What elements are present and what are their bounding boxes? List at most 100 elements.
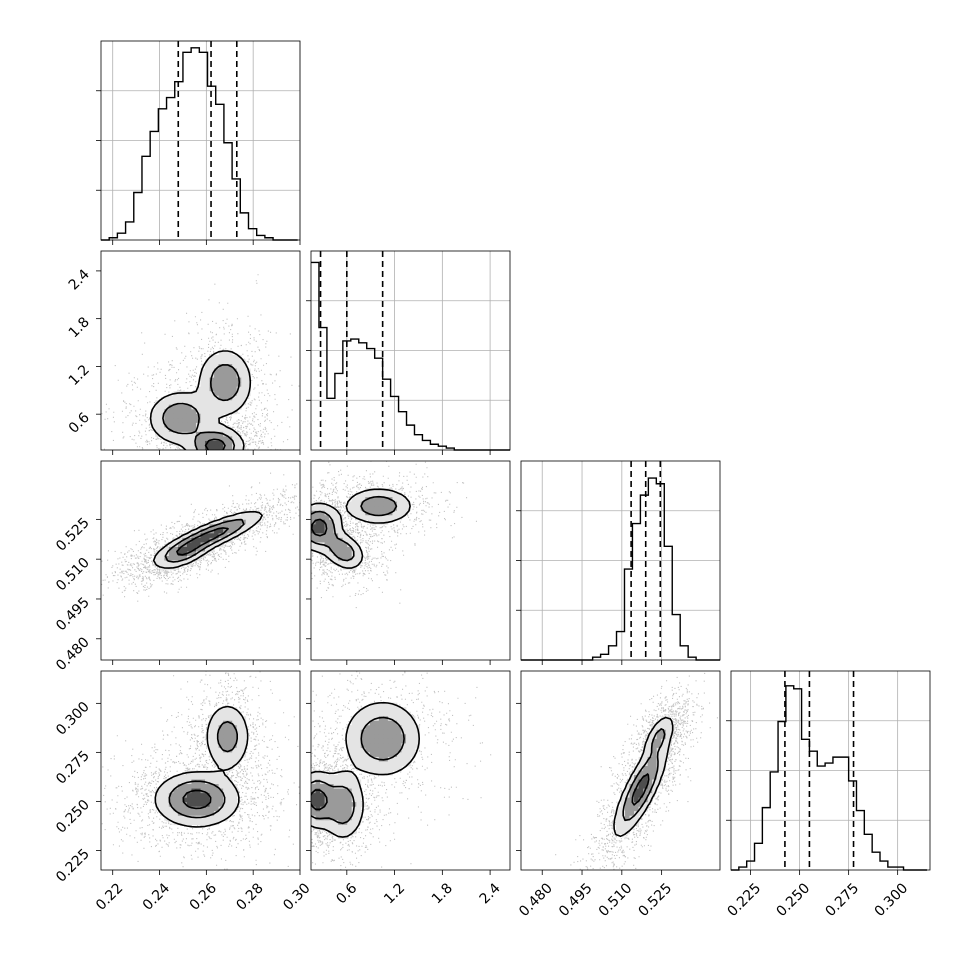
density-cell <box>236 359 242 365</box>
panel-frame <box>310 670 511 871</box>
density-cell <box>356 734 362 740</box>
density-cell <box>311 811 316 817</box>
density-cell <box>227 806 233 812</box>
density-cell <box>155 555 161 561</box>
density-cell <box>218 761 224 767</box>
density-cell <box>351 555 357 561</box>
density-cell <box>150 418 156 424</box>
density-cell <box>173 788 179 794</box>
density-cell <box>214 519 219 525</box>
density-cell <box>369 729 375 735</box>
density-cell <box>168 400 174 406</box>
density-cell <box>365 716 371 722</box>
density-cell <box>374 501 380 507</box>
density-cell <box>338 793 344 799</box>
density-cell <box>205 395 210 401</box>
x-tick-label: 0.6 <box>333 880 360 907</box>
density-cell <box>378 738 384 744</box>
density-cell <box>360 720 366 726</box>
density-cell <box>164 436 170 442</box>
density-cell <box>186 537 192 543</box>
density-cell <box>360 501 366 507</box>
density-cell <box>209 409 215 415</box>
density-cell <box>401 756 407 762</box>
density-cell <box>236 440 242 446</box>
scatter-points <box>311 461 477 609</box>
density-cell <box>378 488 384 494</box>
density-cell <box>182 436 188 442</box>
density-cell <box>186 797 192 803</box>
density-cell <box>195 542 201 548</box>
density-cell <box>311 802 316 808</box>
density-cell <box>365 729 371 735</box>
panel-3-0 <box>96 670 301 875</box>
density-cell <box>369 761 375 767</box>
density-cell <box>356 747 362 753</box>
density-cell <box>195 427 201 433</box>
density-cell <box>168 793 174 799</box>
y-tick-label: 0.225 <box>53 846 93 886</box>
contour-line <box>631 773 650 806</box>
density-cell <box>214 747 219 753</box>
density-cell <box>164 811 170 817</box>
density-cell <box>236 729 242 735</box>
density-cell <box>177 788 183 794</box>
density-cell <box>245 515 251 521</box>
density-cell <box>392 711 398 717</box>
density-cell <box>200 551 206 557</box>
density-cell <box>415 729 420 735</box>
contour-line <box>182 789 212 810</box>
density-cell <box>369 501 375 507</box>
density-cell <box>378 702 384 708</box>
density-cell <box>315 788 321 794</box>
density-cell <box>159 793 165 799</box>
density-cell <box>214 752 219 758</box>
density-cell <box>214 542 219 548</box>
density-cell <box>182 440 188 446</box>
density-cell <box>241 395 247 401</box>
density-cell <box>209 747 215 753</box>
density-cell <box>347 555 353 561</box>
density-cell <box>647 734 653 740</box>
density-cell <box>392 747 398 753</box>
density-cell <box>342 542 348 548</box>
density-cell <box>311 506 316 512</box>
density-cell <box>227 350 233 356</box>
density-cell <box>329 537 335 543</box>
density-cell <box>227 440 233 446</box>
density-cell <box>643 793 649 799</box>
density-cell <box>415 738 420 744</box>
density-cell <box>311 784 316 789</box>
density-cell <box>155 793 161 799</box>
density-cell <box>209 802 215 808</box>
density-cell <box>383 501 389 507</box>
contour-line <box>164 518 245 563</box>
density-cell <box>236 400 242 406</box>
density-cell <box>401 725 407 731</box>
density-cell <box>232 386 238 392</box>
x-tick-label: 0.510 <box>596 880 636 920</box>
density-cell <box>374 752 380 758</box>
density-cell <box>205 806 210 812</box>
density-cell <box>191 811 197 817</box>
density-cell <box>383 720 389 726</box>
y-tick-label: 0.6 <box>66 410 93 437</box>
density-cell <box>191 418 197 424</box>
density-cell <box>182 431 188 437</box>
density-cell <box>182 427 188 433</box>
density-cell <box>338 797 344 803</box>
density-cell <box>236 355 242 360</box>
density-cell <box>186 533 192 539</box>
x-tick-label: 0.24 <box>140 880 173 913</box>
x-tick-label: 0.28 <box>233 880 266 913</box>
density-cell <box>383 510 389 516</box>
density-cell <box>333 815 339 821</box>
density-cell <box>227 784 233 789</box>
density-cell <box>338 551 344 557</box>
density-cell <box>360 515 366 521</box>
density-cell <box>401 510 407 516</box>
density-cell <box>324 542 330 548</box>
density-cell <box>232 368 238 374</box>
density-cell <box>324 533 330 539</box>
